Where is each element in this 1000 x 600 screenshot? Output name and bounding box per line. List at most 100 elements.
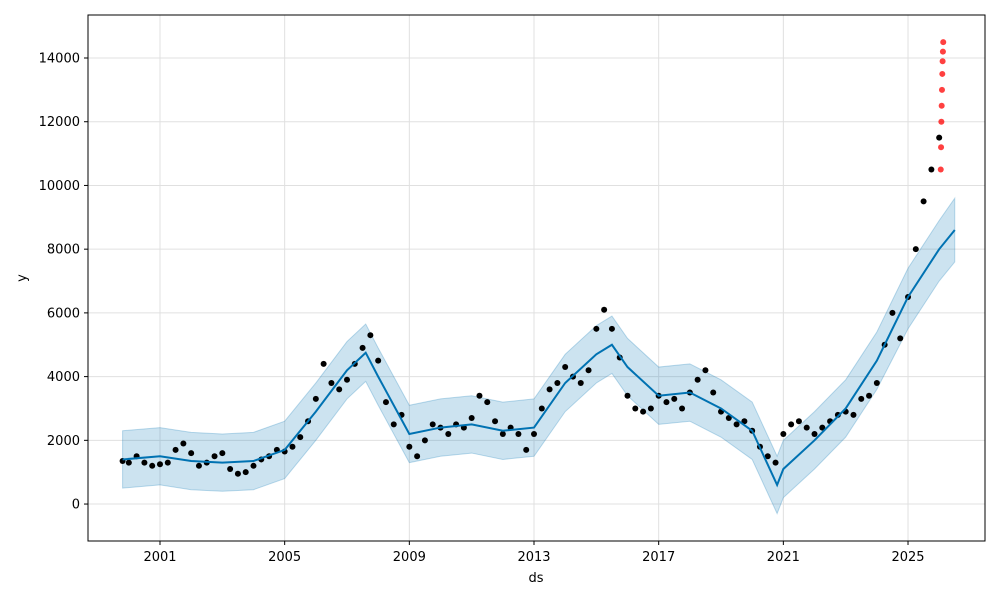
actual-point [811, 430, 818, 437]
actual-point [149, 462, 156, 469]
actual-point [601, 306, 608, 313]
x-tick-label: 2005 [268, 550, 301, 565]
actual-point [523, 446, 530, 453]
actual-point [492, 418, 499, 425]
actual-point [312, 395, 319, 402]
y-tick-label: 6000 [47, 306, 80, 321]
actual-point [834, 411, 841, 418]
actual-point [538, 405, 545, 412]
y-tick-label: 10000 [39, 179, 80, 194]
x-tick-label: 2009 [393, 550, 426, 565]
y-tick-label: 14000 [39, 52, 80, 67]
actual-point [772, 459, 779, 466]
actual-point [382, 399, 389, 406]
actual-point [125, 459, 132, 466]
actual-point [390, 421, 397, 428]
actual-point [920, 198, 927, 205]
x-tick-label: 2025 [891, 550, 924, 565]
y-tick-label: 8000 [47, 243, 80, 258]
y-tick-label: 0 [72, 498, 80, 513]
actual-point [850, 411, 857, 418]
forecast-line [122, 229, 956, 488]
actual-point [663, 399, 670, 406]
actual-point [936, 134, 943, 141]
actual-point [803, 424, 810, 431]
holdout-point [939, 58, 946, 65]
actual-point [219, 450, 226, 457]
actual-point [250, 462, 257, 469]
actual-point [188, 450, 195, 457]
actual-point [367, 332, 374, 339]
actual-point [694, 376, 701, 383]
actual-point [928, 166, 935, 173]
actual-point [421, 437, 428, 444]
actual-point [858, 395, 865, 402]
actual-point [320, 360, 327, 367]
actual-point [577, 379, 584, 386]
actual-point [468, 415, 475, 422]
actual-point [172, 446, 179, 453]
actual-point [554, 379, 561, 386]
actual-point [702, 367, 709, 374]
actual-point [429, 421, 436, 428]
holdout-point [938, 86, 945, 93]
actual-point [476, 392, 483, 399]
actual-point [546, 386, 553, 393]
actual-point [499, 430, 506, 437]
actual-point [788, 421, 795, 428]
actual-point [297, 434, 304, 441]
actual-point [710, 389, 717, 396]
actual-point [344, 376, 351, 383]
y-tick-label: 4000 [47, 370, 80, 385]
actual-point [585, 367, 592, 374]
actual-point [819, 424, 826, 431]
actual-point [211, 453, 218, 460]
actual-point [897, 335, 904, 342]
actual-point [733, 421, 740, 428]
actual-point [164, 459, 171, 466]
holdout-point [938, 118, 945, 125]
actual-point [608, 325, 615, 332]
actual-point [242, 469, 249, 476]
actual-point [484, 399, 491, 406]
actual-point [671, 395, 678, 402]
actual-point [375, 357, 382, 364]
actual-point [764, 453, 771, 460]
x-tick-label: 2021 [767, 550, 800, 565]
actual-point [873, 379, 880, 386]
actual-point [632, 405, 639, 412]
actual-point [780, 430, 787, 437]
y-axis-label: y [15, 274, 30, 282]
actual-point [866, 392, 873, 399]
actual-point [515, 430, 522, 437]
actual-point [141, 459, 148, 466]
actual-point [889, 309, 896, 316]
holdout-point [938, 102, 945, 109]
actual-point [414, 453, 421, 460]
actual-point [640, 408, 647, 415]
actual-point [336, 386, 343, 393]
actual-point [531, 430, 538, 437]
y-tick-label: 2000 [47, 434, 80, 449]
actual-point [624, 392, 631, 399]
actual-point [647, 405, 654, 412]
uncertainty-band [122, 196, 956, 515]
actual-point [725, 415, 732, 422]
actual-point [289, 443, 296, 450]
x-axis-label: ds [528, 571, 543, 586]
x-tick-label: 2001 [143, 550, 176, 565]
holdout-point [937, 166, 944, 173]
actual-point [593, 325, 600, 332]
holdout-point [939, 70, 946, 77]
actual-point [679, 405, 686, 412]
actual-point [195, 462, 202, 469]
actual-point [156, 461, 163, 468]
x-tick-label: 2017 [642, 550, 675, 565]
actual-point [741, 418, 748, 425]
actual-point [359, 344, 366, 351]
actual-point [795, 418, 802, 425]
actual-point [406, 443, 413, 450]
actual-point [912, 246, 919, 253]
